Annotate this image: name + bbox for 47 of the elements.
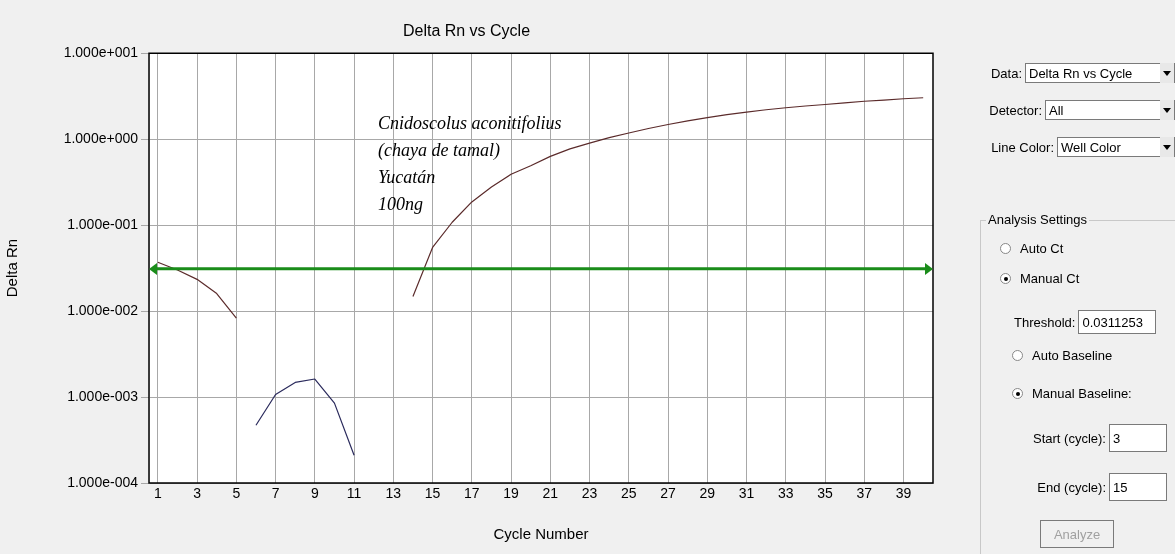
text: Threshold: bbox=[1014, 314, 1076, 330]
text: Line Color: bbox=[991, 139, 1054, 155]
x-tick-label: 21 bbox=[542, 485, 559, 502]
y-axis-title: Delta Rn bbox=[3, 238, 21, 298]
x-tick-label: 31 bbox=[738, 485, 755, 502]
text: All bbox=[1045, 100, 1175, 120]
x-tick-label: 3 bbox=[193, 485, 202, 502]
x-tick-label: 37 bbox=[856, 485, 873, 502]
x-axis-title: Cycle Number bbox=[493, 525, 589, 543]
text: Start (cycle): bbox=[1033, 430, 1106, 446]
text: Analysis Settings bbox=[986, 212, 1089, 227]
text: Auto Ct bbox=[1020, 241, 1064, 256]
x-tick-label: 33 bbox=[778, 485, 794, 502]
text: Analyze bbox=[1040, 520, 1114, 548]
y-tick-label: 1.000e-001 bbox=[67, 215, 139, 232]
x-tick-label: 35 bbox=[817, 485, 834, 502]
text: 0.0311253 bbox=[1078, 310, 1157, 334]
y-tick-label: 1.000e+000 bbox=[63, 130, 139, 147]
x-tick-label: 9 bbox=[310, 485, 319, 502]
x-tick-label: 11 bbox=[346, 485, 362, 502]
text: 3 bbox=[1109, 424, 1167, 452]
y-tick-label: 1.000e-002 bbox=[67, 301, 139, 318]
text: Auto Baseline bbox=[1032, 348, 1113, 363]
text: Well Color bbox=[1057, 137, 1175, 157]
text: Manual Ct bbox=[1020, 271, 1080, 286]
y-tick-label: 1.000e-004 bbox=[67, 473, 139, 490]
text: Manual Baseline: bbox=[1032, 386, 1132, 401]
y-tick-label: 1.000e-003 bbox=[67, 387, 139, 404]
x-tick-label: 39 bbox=[895, 485, 912, 502]
text: Data: bbox=[990, 65, 1022, 81]
x-tick-label: 17 bbox=[464, 485, 480, 502]
x-tick-label: 29 bbox=[699, 485, 716, 502]
x-tick-label: 13 bbox=[385, 485, 402, 502]
x-tick-label: 23 bbox=[581, 485, 598, 502]
x-tick-label: 15 bbox=[424, 485, 441, 502]
text: End (cycle): bbox=[1037, 479, 1106, 495]
x-tick-label: 5 bbox=[232, 485, 241, 502]
text: Delta Rn vs Cycle bbox=[1025, 63, 1175, 83]
x-tick-label: 1 bbox=[153, 485, 162, 502]
x-tick-label: 25 bbox=[621, 485, 637, 502]
x-tick-label: 19 bbox=[503, 485, 520, 502]
annotation: Cnidoscolus aconitifolius (chaya de tamal) Yucatán 100ng bbox=[377, 112, 562, 214]
text: Detector: bbox=[989, 102, 1042, 118]
x-tick-label: 27 bbox=[660, 485, 677, 502]
y-tick-label: 1.000e+001 bbox=[63, 44, 139, 61]
chart-title: Delta Rn vs Cycle bbox=[402, 22, 531, 40]
x-tick-label: 7 bbox=[271, 485, 280, 502]
